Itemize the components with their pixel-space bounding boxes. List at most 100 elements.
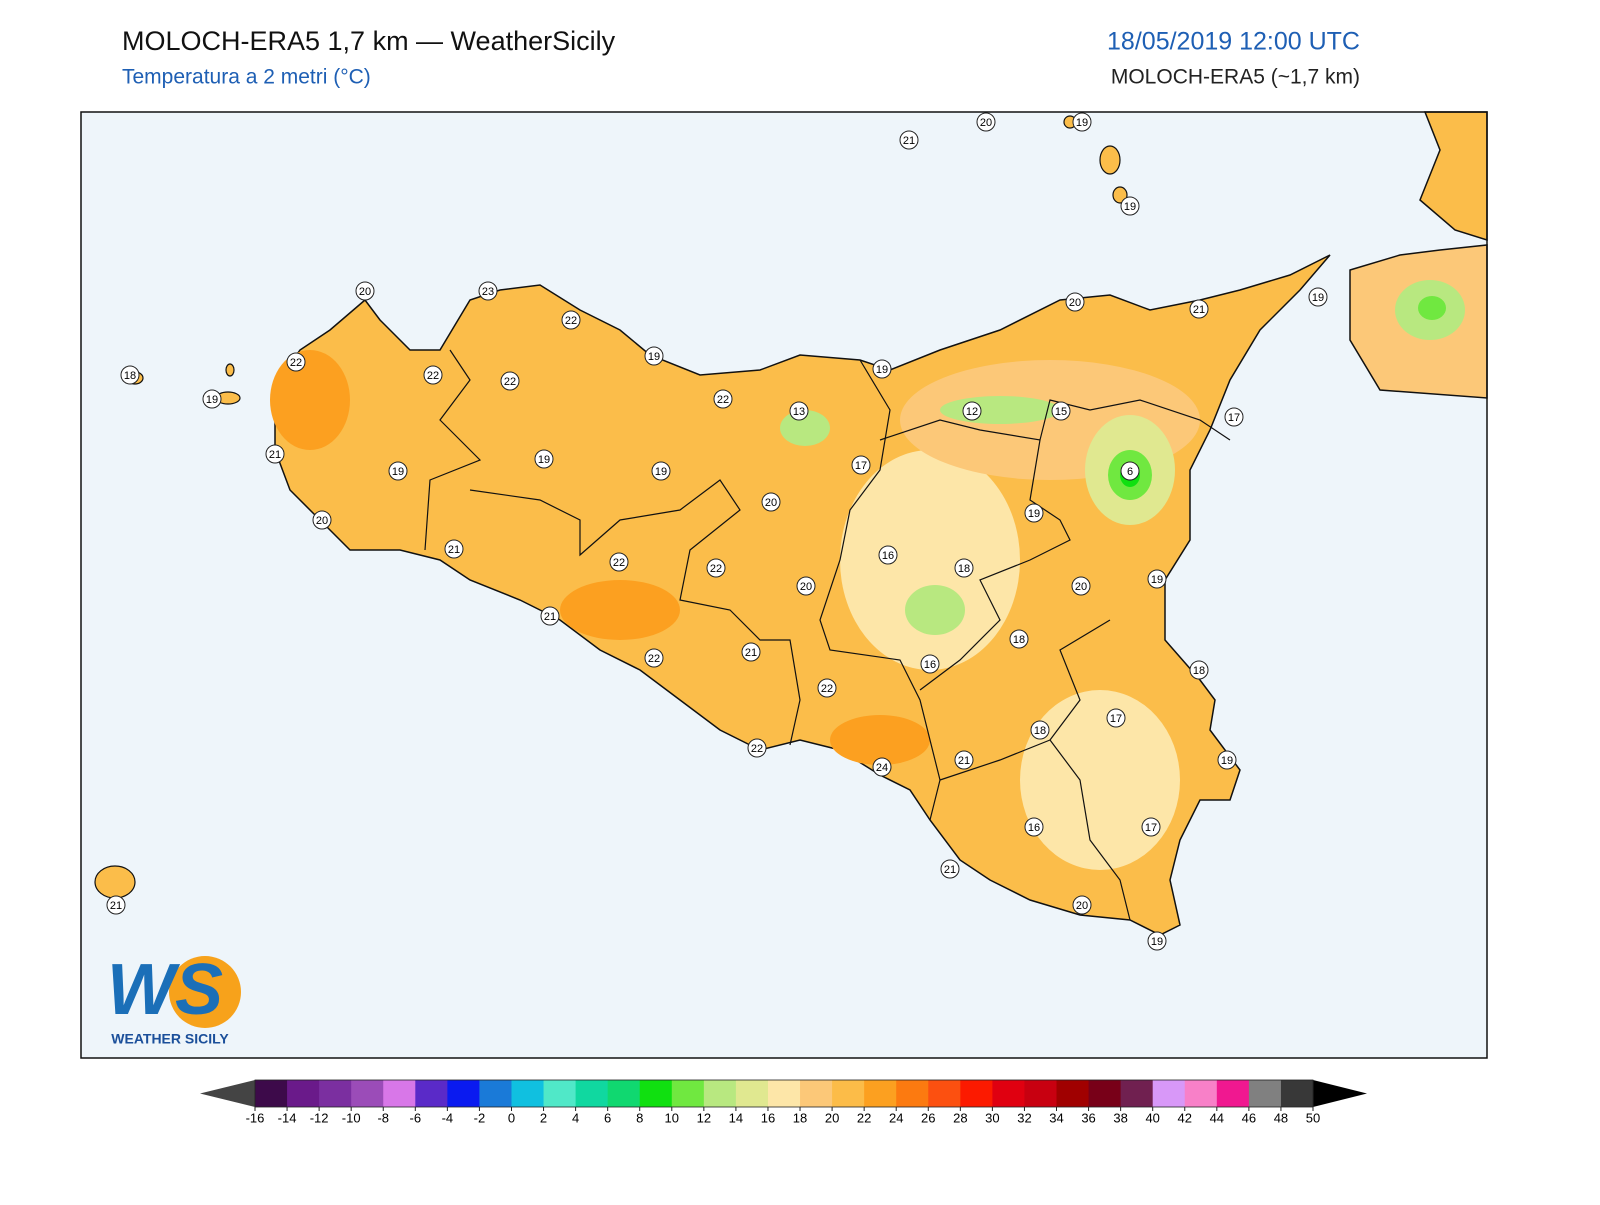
station-marker [741,642,761,662]
station-marker [817,678,837,698]
colorbar-tick-label: 16 [761,1110,775,1125]
station-value: 18 [1013,634,1025,646]
colorbar-tick-label: 44 [1210,1110,1224,1125]
station-value: 22 [710,563,722,575]
colorbar-tick-label: 20 [825,1110,839,1125]
station-marker [106,895,126,915]
station-marker [1051,401,1071,421]
station-value: 18 [958,563,970,575]
colorbar-tick-label: -12 [310,1110,329,1125]
station-marker [872,359,892,379]
station-value: 23 [482,286,494,298]
colorbar-tick-label: 14 [729,1110,743,1125]
colorbar-segment [319,1080,352,1107]
station-value: 20 [1069,297,1081,309]
station-marker [651,461,671,481]
station-value: 20 [359,286,371,298]
station-marker [423,365,443,385]
station-marker [561,310,581,330]
colorbar-tick-label: 32 [1017,1110,1031,1125]
station-value: 22 [717,394,729,406]
station-value: 24 [876,762,888,774]
colorbar-segment [832,1080,865,1107]
station-marker [1072,895,1092,915]
colorbar-tick-label: 50 [1306,1110,1320,1125]
aspromonte-peak [1418,296,1446,320]
station-marker [1147,569,1167,589]
colorbar-segment [992,1080,1025,1107]
station-marker [796,576,816,596]
station-marker [713,389,733,409]
station-marker [388,461,408,481]
station-marker [1141,817,1161,837]
station-value: 18 [1193,665,1205,677]
colorbar-segment [928,1080,961,1107]
colorbar-segment [800,1080,833,1107]
colorbar-segment [864,1080,897,1107]
station-value: 15 [1055,406,1067,418]
station-marker [954,558,974,578]
station-marker [1071,576,1091,596]
colorbar-segment [1280,1080,1314,1107]
colorbar-segment [1120,1080,1154,1107]
colorbar-tick-label: -14 [278,1110,297,1125]
stations: 21 20 19 19 20 23 22 19 22 22 22 18 19 22 19 20 21 19 12 15… [106,112,1328,951]
station-value: 17 [1145,822,1157,834]
station-marker [1308,287,1328,307]
colorbar-segment [1024,1080,1058,1107]
colorbar-tick-label: -8 [377,1110,389,1125]
station-marker [851,455,871,475]
map: 21 20 19 19 20 23 22 19 22 22 22 18 19 22 19 20 21 19 12 15… [80,111,1488,1059]
station-marker [1024,817,1044,837]
station-value: 21 [448,544,460,556]
colorbar-segment [735,1080,769,1107]
station-marker [500,371,520,391]
station-value: 19 [1312,292,1324,304]
station-marker [789,401,809,421]
colorbar-segment [960,1080,993,1107]
colorbar-segment [383,1080,416,1107]
colorbar-tick-label: 46 [1242,1110,1256,1125]
subtitle: Temperatura a 2 metri (°C) [122,66,371,89]
station-marker [609,552,629,572]
station-marker [1189,299,1209,319]
station-marker [761,492,781,512]
station-marker [1189,660,1209,680]
station-marker [872,757,892,777]
station-value: 22 [648,653,660,665]
colorbar-tick-label: -6 [410,1110,422,1125]
station-value: 19 [1028,508,1040,520]
colorbar-tick-label: 18 [793,1110,807,1125]
station-marker [540,606,560,626]
colorbar-tick-label: 36 [1081,1110,1095,1125]
colorbar-tick-label: 2 [540,1110,547,1125]
colorbar-segment [255,1080,288,1107]
station-value: 19 [655,466,667,478]
colorbar-segment [287,1080,320,1107]
colorbar-tick-label: -16 [246,1110,265,1125]
station-marker [202,389,222,409]
colorbar-segment [415,1080,448,1107]
station-value: 16 [882,550,894,562]
station-value: 22 [565,315,577,327]
station-value: 21 [745,647,757,659]
station-marker [120,365,140,385]
colorbar-tick-label: 24 [889,1110,903,1125]
colorbar-tick-label: 0 [508,1110,515,1125]
colorbar-tick-label: 28 [953,1110,967,1125]
station-marker [1030,720,1050,740]
logo-text: WEATHER SICILY [111,1031,229,1047]
colorbar-tick-label: 22 [857,1110,871,1125]
colorbar-segment [671,1080,705,1107]
station-marker [644,648,664,668]
station-marker [644,346,664,366]
temperature-shading [270,350,1200,870]
colorbar-tick-label: 40 [1145,1110,1159,1125]
station-value: 21 [1193,304,1205,316]
station-marker [920,654,940,674]
station-value: 13 [793,406,805,418]
colorbar-tick-label: 38 [1113,1110,1127,1125]
colorbar-tick-label: 34 [1049,1110,1063,1125]
colorbar-tick-label: -4 [442,1110,454,1125]
